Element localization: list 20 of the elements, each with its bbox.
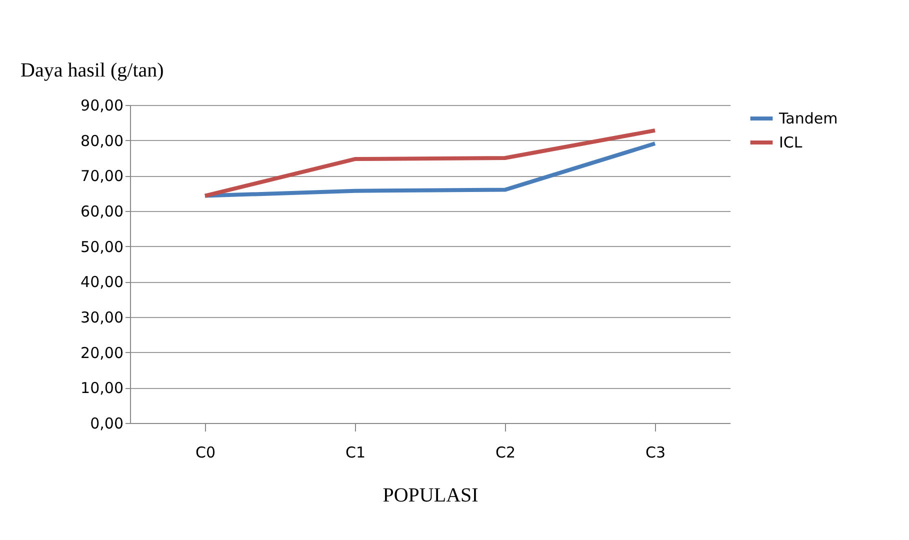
y-tick-label: 10,00 xyxy=(80,379,124,398)
x-tick-label: C1 xyxy=(345,444,366,462)
x-tick-label: C2 xyxy=(495,444,516,462)
y-tick-label: 50,00 xyxy=(80,238,124,256)
y-tick-label: 70,00 xyxy=(80,167,124,186)
y-tick-label: 20,00 xyxy=(80,344,124,362)
line-series xyxy=(203,142,657,198)
y-tick-label: 60,00 xyxy=(80,202,124,220)
y-tick-label: 40,00 xyxy=(80,273,124,292)
line-series xyxy=(203,128,657,198)
y-tick-label: 30,00 xyxy=(80,308,124,326)
x-tick-label: C0 xyxy=(195,444,216,462)
y-tick-label: 90,00 xyxy=(80,96,124,114)
y-tick-label: 80,00 xyxy=(80,132,124,150)
x-tick-label: C3 xyxy=(645,444,666,462)
legend-label: ICL xyxy=(779,134,803,152)
legend-label: Tandem xyxy=(778,110,838,128)
x-axis-title: POPULASI xyxy=(382,484,478,506)
y-tick-label: 0,00 xyxy=(90,414,124,432)
y-axis-title: Daya hasil (g/tan) xyxy=(20,60,164,82)
